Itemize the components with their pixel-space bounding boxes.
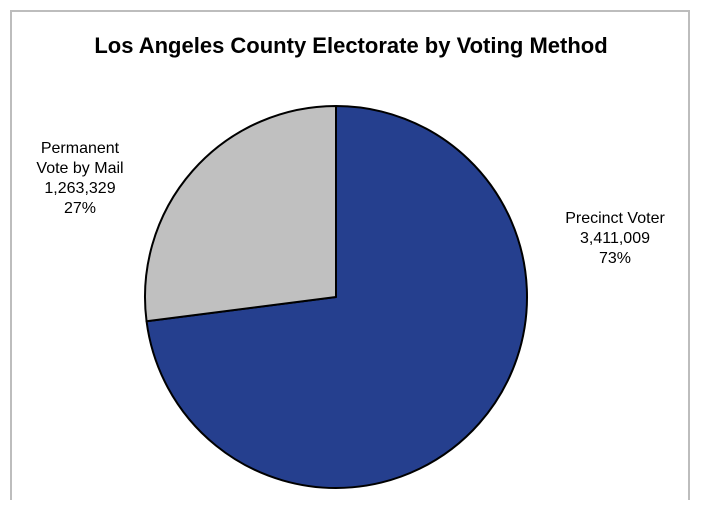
pie-slice-2 (144, 105, 337, 323)
slice-labels: Precinct Voter 3,411,009 73% Permanent Vote … (36, 140, 665, 267)
slice-label-line: Vote by Mail (36, 160, 123, 177)
slice-label-line: 3,411,009 (580, 230, 650, 247)
slice-label-line: Precinct Voter (565, 210, 665, 227)
slice-label-line: Permanent (41, 140, 120, 157)
pie-slices (144, 105, 528, 489)
slice-label-line: 73% (599, 250, 631, 267)
slice-label-line: 27% (64, 200, 96, 217)
chart-title: Los Angeles County Electorate by Voting … (94, 33, 607, 58)
slice-label-1: Precinct Voter 3,411,009 73% (565, 210, 665, 267)
slice-label-line: 1,263,329 (44, 180, 115, 197)
slice-label-2: Permanent Vote by Mail 1,263,329 27% (36, 140, 123, 217)
